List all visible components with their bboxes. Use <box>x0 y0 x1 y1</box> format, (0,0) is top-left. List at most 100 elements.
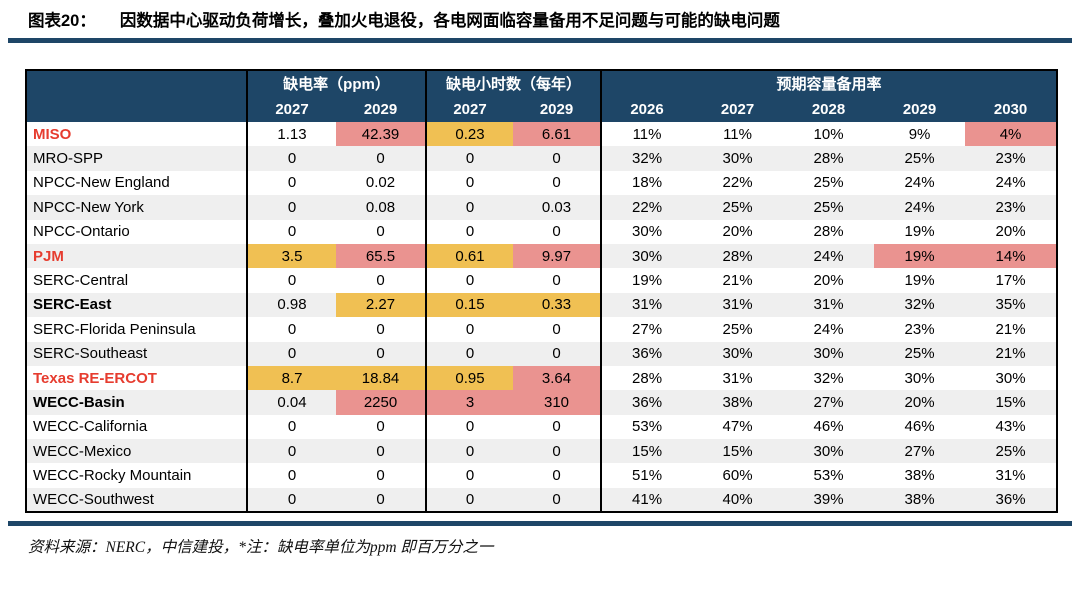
value-cell: 20% <box>995 223 1026 241</box>
table-row: WECC-Rocky Mountain 0 0 0 0 51% 60% 53% 38% 31% <box>26 463 1057 488</box>
value-cell: 20% <box>813 272 844 290</box>
value-cell: 30% <box>904 369 935 387</box>
year-header: 2027 <box>246 96 336 122</box>
value-cell: 31% <box>722 296 753 314</box>
value-cell: 3 <box>425 390 514 415</box>
value-cell: 40% <box>722 491 753 509</box>
value-cell: 24% <box>813 320 844 338</box>
group-header-loss-rate: 缺电率（ppm） <box>245 70 427 96</box>
table-row: WECC-Basin 0.04 2250 3 310 36% 38% 27% 20% 15% <box>26 390 1058 415</box>
year-header: 2028 <box>783 96 875 122</box>
value-cell: 25% <box>722 198 753 216</box>
value-cell: 8.7 <box>246 365 336 391</box>
value-cell: 0 <box>425 195 514 220</box>
year-header: 2027 <box>692 96 784 122</box>
value-cell: 0 <box>552 345 561 363</box>
value-cell: 0 <box>552 150 561 168</box>
report-figure-page: 图表20： 因数据中心驱动负荷增长，叠加火电退役，各电网面临容量备用不足问题与可能… <box>0 10 1080 557</box>
value-cell: 65.5 <box>336 243 427 269</box>
value-cell: 3.64 <box>513 365 602 391</box>
region-name: WECC-Basin <box>33 393 125 411</box>
value-cell: 18% <box>600 170 693 196</box>
value-cell: 42.39 <box>336 122 427 147</box>
value-cell: 53% <box>813 467 844 485</box>
value-cell: 2250 <box>336 390 427 415</box>
value-cell: 25% <box>722 320 753 338</box>
title-divider <box>8 38 1072 43</box>
value-cell: 10% <box>813 125 844 143</box>
value-cell: 0 <box>552 320 561 338</box>
value-cell: 31% <box>813 296 844 314</box>
value-cell: 0 <box>425 463 514 488</box>
value-cell: 25% <box>813 174 844 192</box>
value-cell: 36% <box>995 491 1026 509</box>
source-note: 资料来源：NERC，中信建投，*注：缺电率单位为ppm 即百万分之一 <box>28 539 494 557</box>
value-cell: 32% <box>904 296 935 314</box>
group-header-loss-hours: 缺电小时数（每年） <box>425 70 602 96</box>
value-cell: 0 <box>376 442 385 460</box>
year-header: 2029 <box>336 96 427 122</box>
table-row: MISO 1.13 42.39 0.23 6.61 11% 11% 10% 9% 4% <box>26 122 1058 147</box>
table-row: Texas RE-ERCOT 8.7 18.84 0.95 3.64 28% 31% 32% 3… <box>26 365 1057 391</box>
value-cell: 0.61 <box>425 243 514 269</box>
value-cell: 19% <box>904 272 935 290</box>
value-cell: 0 <box>376 491 385 509</box>
value-cell: 0 <box>425 341 514 366</box>
value-cell: 25% <box>904 150 935 168</box>
group-header-row: 缺电率（ppm） 缺电小时数（每年） 预期容量备用率 <box>26 70 1058 122</box>
value-cell: 30% <box>600 219 693 244</box>
value-cell: 0 <box>246 195 336 220</box>
value-cell: 4% <box>965 122 1058 147</box>
value-cell: 53% <box>600 414 693 440</box>
figure-number: 图表20： <box>28 12 96 30</box>
value-cell: 0 <box>246 170 336 196</box>
table-row: WECC-Mexico 0 0 0 0 15% 15% 30% 27% 25% <box>26 439 1058 464</box>
value-cell: 23% <box>995 198 1026 216</box>
value-cell: 30% <box>813 442 844 460</box>
value-cell: 24% <box>904 174 935 192</box>
value-cell: 27% <box>904 442 935 460</box>
year-header: 2026 <box>600 96 693 122</box>
table-row: WECC-Southwest 0 0 0 0 41% 40% 39% 38% 36% <box>26 487 1058 513</box>
value-cell: 0 <box>425 146 514 171</box>
value-cell: 11% <box>600 122 693 147</box>
value-cell: 0 <box>425 268 514 293</box>
value-cell: 28% <box>813 223 844 241</box>
value-cell: 0 <box>246 268 336 293</box>
value-cell: 0 <box>425 219 514 244</box>
group-header-reserve-margin: 预期容量备用率 <box>600 70 1058 96</box>
region-name: WECC-California <box>33 418 148 436</box>
value-cell: 51% <box>600 463 693 488</box>
value-cell: 25% <box>813 198 844 216</box>
value-cell: 31% <box>995 467 1026 485</box>
value-cell: 19% <box>600 268 693 293</box>
value-cell: 21% <box>995 345 1026 363</box>
value-cell: 32% <box>600 146 693 171</box>
year-header: 2029 <box>874 96 966 122</box>
value-cell: 19% <box>904 223 935 241</box>
value-cell: 36% <box>600 341 693 366</box>
value-cell: 47% <box>722 418 753 436</box>
value-cell: 0 <box>552 467 561 485</box>
table-row: PJM 3.5 65.5 0.61 9.97 30% 28% 24% 19% 14% <box>26 243 1058 269</box>
value-cell: 24% <box>995 174 1026 192</box>
value-cell: 38% <box>904 467 935 485</box>
value-cell: 31% <box>722 369 753 387</box>
value-cell: 24% <box>813 247 844 265</box>
region-name: WECC-Rocky Mountain <box>33 467 192 485</box>
capacity-shortage-table: 缺电率（ppm） 缺电小时数（每年） 预期容量备用率 2027 2029 202… <box>25 69 1059 514</box>
table-row: MRO-SPP 0 0 0 0 32% 30% 28% 25% 23% <box>26 146 1058 171</box>
value-cell: 36% <box>600 390 693 415</box>
value-cell: 3.5 <box>246 243 336 269</box>
region-name: NPCC-Ontario <box>33 223 130 241</box>
value-cell: 0 <box>552 418 561 436</box>
value-cell: 28% <box>722 247 753 265</box>
value-cell: 0 <box>376 223 385 241</box>
value-cell: 0.33 <box>513 292 602 318</box>
value-cell: 19% <box>874 243 966 269</box>
region-name: WECC-Southwest <box>33 491 154 509</box>
value-cell: 22% <box>600 195 693 220</box>
value-cell: 38% <box>904 491 935 509</box>
value-cell: 0 <box>246 317 336 342</box>
value-cell: 0 <box>425 487 514 513</box>
